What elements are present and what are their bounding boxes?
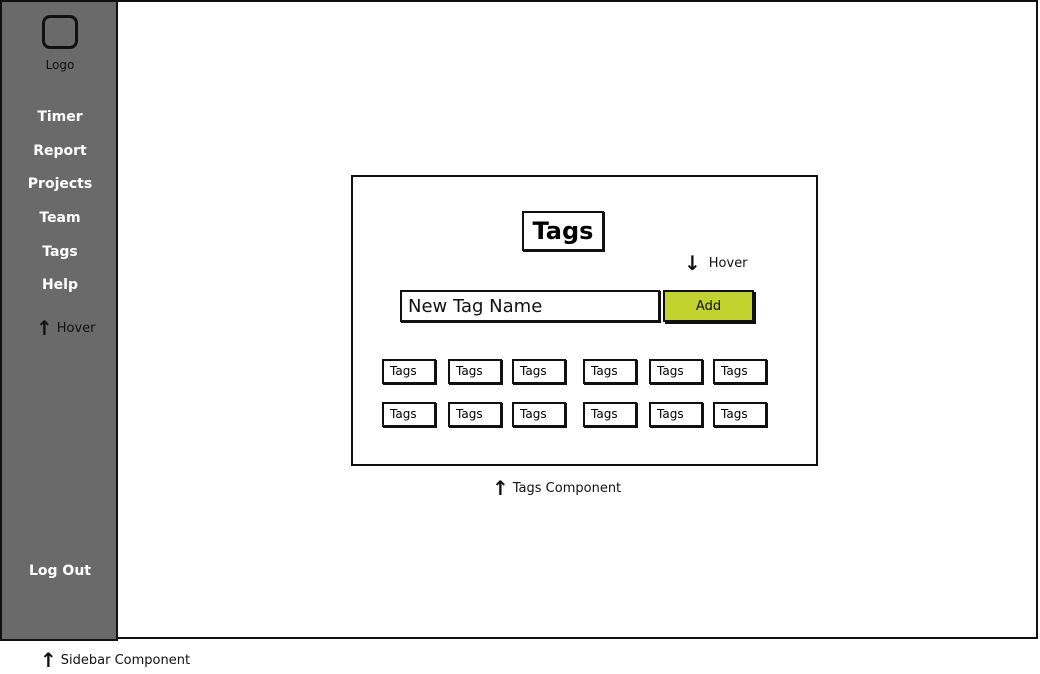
tag-chip[interactable]: Tags: [649, 359, 703, 384]
tag-chip[interactable]: Tags: [512, 402, 566, 427]
sidebar-item-report[interactable]: Report: [33, 143, 87, 159]
sidebar: Logo Timer Report Projects Team Tags Hel…: [0, 0, 118, 641]
tags-component-label: Tags Component: [512, 480, 622, 496]
sidebar-item-team[interactable]: Team: [39, 210, 81, 226]
add-hover-note: ↓ Hover: [684, 253, 748, 273]
sidebar-item-tags[interactable]: Tags: [42, 244, 78, 260]
tag-chip[interactable]: Tags: [713, 359, 767, 384]
page-title: Tags: [522, 211, 604, 251]
sidebar-hover-note: ↑ Hover: [36, 318, 96, 338]
arrow-up-icon: ↑: [36, 316, 53, 340]
sidebar-component-label: Sidebar Component: [60, 652, 191, 668]
sidebar-item-help[interactable]: Help: [41, 277, 79, 293]
tag-chip[interactable]: Tags: [512, 359, 566, 384]
tag-chip[interactable]: Tags: [583, 402, 637, 427]
tag-chip[interactable]: Tags: [448, 359, 502, 384]
logout-button[interactable]: Log Out: [29, 563, 91, 579]
tag-chip[interactable]: Tags: [583, 359, 637, 384]
tag-chip[interactable]: Tags: [649, 402, 703, 427]
tag-chip[interactable]: Tags: [382, 359, 436, 384]
hover-note-label: Hover: [708, 255, 748, 271]
tag-chip[interactable]: Tags: [713, 402, 767, 427]
arrow-down-icon: ↓: [684, 251, 701, 275]
sidebar-item-timer[interactable]: Timer: [37, 109, 83, 125]
arrow-up-icon: ↑: [40, 648, 57, 672]
sidebar-item-projects[interactable]: Projects: [27, 176, 93, 192]
arrow-up-icon: ↑: [492, 476, 509, 500]
add-tag-button[interactable]: Add: [663, 290, 754, 322]
logo-label: Logo: [45, 58, 75, 72]
tag-chip[interactable]: Tags: [382, 402, 436, 427]
hover-note-label: Hover: [56, 320, 96, 336]
tag-chip[interactable]: Tags: [448, 402, 502, 427]
logo-icon[interactable]: [42, 15, 78, 49]
sidebar-component-note: ↑ Sidebar Component: [40, 650, 190, 670]
tags-component-note: ↑ Tags Component: [492, 478, 621, 498]
new-tag-input[interactable]: [400, 290, 660, 322]
